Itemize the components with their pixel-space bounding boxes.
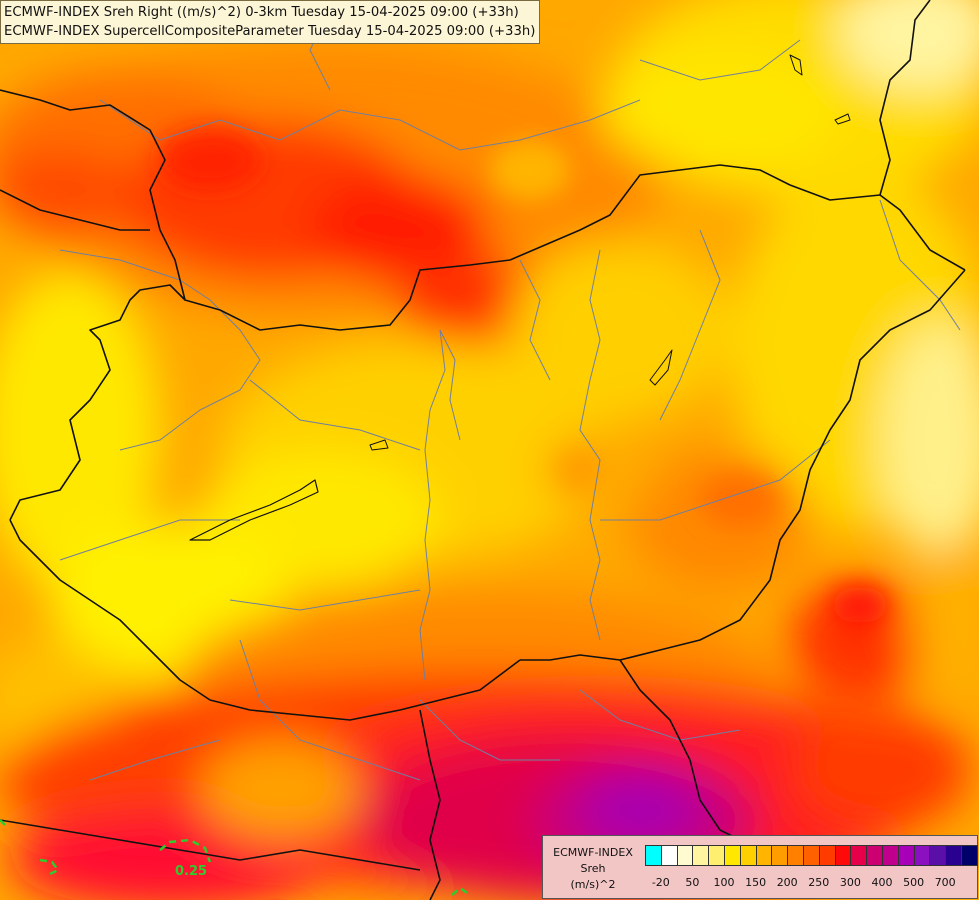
- legend-swatch: [945, 845, 962, 866]
- legend-swatch: [897, 845, 915, 866]
- legend-tick: 300: [839, 876, 861, 889]
- legend-title: ECMWF-INDEX: [553, 846, 633, 859]
- legend-swatch: [755, 845, 773, 866]
- title-line-2: ECMWF-INDEX SupercellCompositeParameter …: [4, 24, 536, 39]
- admin-boundaries: [59, 9, 961, 781]
- legend-tick: 250: [808, 876, 830, 889]
- legend-tick: 400: [871, 876, 893, 889]
- legend-swatch: [708, 845, 725, 866]
- map-title-box: ECMWF-INDEX Sreh Right ((m/s)^2) 0-3km T…: [0, 0, 541, 44]
- legend-variable: Sreh: [580, 862, 606, 875]
- legend-swatch: [660, 845, 678, 866]
- legend-swatch: [913, 845, 931, 866]
- legend-tick: 50: [685, 876, 700, 889]
- legend-swatch: [676, 845, 694, 866]
- scp-contour: [0, 819, 471, 897]
- legend-swatch: [803, 845, 820, 866]
- legend-tick: 150: [745, 876, 767, 889]
- legend-swatch: [771, 845, 789, 866]
- legend-tick: 200: [776, 876, 798, 889]
- color-legend: ECMWF-INDEX Sreh (m/s)^2 -20 50 100 150 200 2…: [542, 835, 978, 899]
- legend-tick: 700: [934, 876, 956, 889]
- legend-swatch: [866, 845, 883, 866]
- contour-label: 0.25: [175, 864, 207, 879]
- legend-swatch: [724, 845, 741, 866]
- legend-swatch: [882, 845, 899, 866]
- legend-tick: -20: [651, 876, 670, 889]
- legend-swatch: [929, 845, 947, 866]
- legend-swatch: [818, 845, 836, 866]
- legend-swatch: [850, 845, 868, 866]
- legend-swatch: [961, 845, 978, 866]
- title-line-1: ECMWF-INDEX Sreh Right ((m/s)^2) 0-3km T…: [4, 5, 519, 20]
- legend-unit: (m/s)^2: [570, 878, 616, 891]
- legend-swatch: [834, 845, 852, 866]
- legend-swatch: [787, 845, 804, 866]
- legend-tick: 500: [903, 876, 925, 889]
- legend-swatch: [692, 845, 710, 866]
- legend-swatch: [739, 845, 757, 866]
- legend-swatch: [645, 845, 662, 866]
- legend-tick: 100: [713, 876, 735, 889]
